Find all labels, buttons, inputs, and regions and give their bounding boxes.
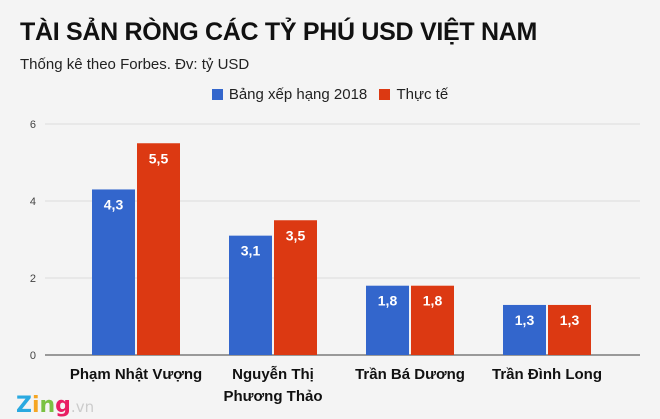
x-tick-label: Phạm Nhật Vượng bbox=[70, 366, 202, 383]
bar bbox=[229, 235, 272, 355]
legend-swatch bbox=[379, 89, 391, 100]
data-label: 1,3 bbox=[515, 312, 535, 328]
data-label: 4,3 bbox=[104, 196, 124, 212]
data-label: 1,3 bbox=[560, 312, 580, 328]
y-tick-label: 4 bbox=[30, 196, 36, 208]
data-label: 5,5 bbox=[149, 150, 169, 166]
data-label: 1,8 bbox=[423, 293, 443, 309]
data-label: 3,1 bbox=[241, 243, 261, 259]
bar bbox=[503, 304, 546, 355]
y-tick-label: 2 bbox=[30, 273, 36, 285]
x-tick-label: Nguyễn Thị bbox=[232, 366, 314, 383]
legend-label: Thực tế bbox=[396, 86, 449, 103]
x-tick-label: Trần Đình Long bbox=[492, 366, 602, 383]
legend-label: Bảng xếp hạng 2018 bbox=[228, 86, 368, 103]
bar bbox=[366, 285, 409, 355]
zing-logo: Zing.vn bbox=[16, 393, 95, 418]
chart-title: TÀI SẢN RÒNG CÁC TỶ PHÚ USD VIỆT NAM bbox=[20, 18, 537, 46]
bar bbox=[274, 220, 317, 355]
x-tick-label: Phương Thảo bbox=[223, 388, 322, 405]
legend: Bảng xếp hạng 2018 Thực tế bbox=[0, 86, 660, 104]
y-tick-label: 0 bbox=[30, 350, 36, 362]
legend-item-2018[interactable]: Bảng xếp hạng 2018 bbox=[211, 86, 368, 103]
data-label: 3,5 bbox=[286, 227, 306, 243]
chart-subtitle: Thống kê theo Forbes. Đv: tỷ USD bbox=[20, 56, 250, 73]
legend-swatch bbox=[211, 89, 223, 100]
bar bbox=[411, 285, 454, 355]
data-label: 1,8 bbox=[378, 293, 398, 309]
bar bbox=[548, 304, 591, 355]
x-tick-label: Trần Bá Dương bbox=[355, 366, 465, 383]
bar bbox=[137, 143, 180, 355]
y-tick-label: 6 bbox=[30, 119, 36, 131]
bar bbox=[92, 189, 135, 355]
legend-item-actual[interactable]: Thực tế bbox=[379, 86, 448, 103]
